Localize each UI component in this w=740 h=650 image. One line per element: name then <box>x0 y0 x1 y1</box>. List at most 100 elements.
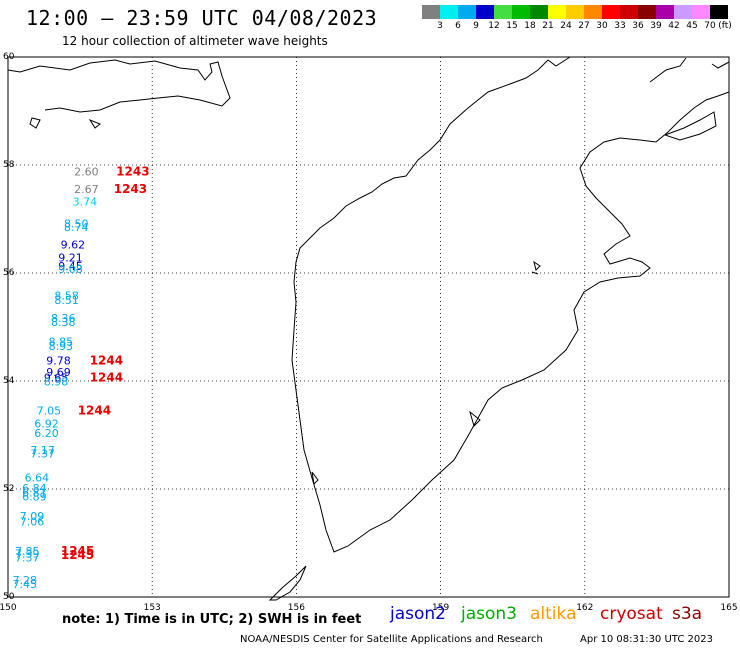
colorbar-tick-label: 42 <box>668 21 680 31</box>
wave-height-value: 7.45 <box>13 578 38 591</box>
wave-height-value: 7.39 <box>15 548 40 561</box>
legend-altika: altika <box>530 604 577 624</box>
colorbar-swatch <box>710 5 728 19</box>
map-subtitle: 12 hour collection of altimeter wave hei… <box>62 34 328 48</box>
pass-number-label: 1243 <box>114 182 147 196</box>
wave-height-value: 7.37 <box>30 448 55 461</box>
colorbar-swatch <box>638 5 656 19</box>
pass-number-label: 1244 <box>90 353 123 367</box>
latitude-label: 52 <box>3 484 14 494</box>
latitude-label: 60 <box>3 52 15 62</box>
colorbar-swatch <box>530 5 548 19</box>
coastline-segment <box>88 118 101 129</box>
wave-height-value: 8.51 <box>54 294 79 307</box>
colorbar-tick-label: 24 <box>560 21 572 31</box>
coastline-segment <box>649 57 687 83</box>
longitude-label: 165 <box>720 603 737 613</box>
colorbar-swatch <box>476 5 494 19</box>
wave-height-value: 8.58 <box>54 289 79 302</box>
wave-height-value: 8.93 <box>49 340 74 353</box>
wave-height-value: 7.05 <box>37 404 62 417</box>
colorbar-tick-label: 12 <box>488 21 500 31</box>
colorbar-swatch <box>512 5 530 19</box>
legend-jason2: jason2 <box>390 604 446 624</box>
wave-height-value: 2.67 <box>74 183 99 196</box>
colorbar-swatch <box>584 5 602 19</box>
coastline-segment <box>711 61 730 69</box>
colorbar-swatch <box>656 5 674 19</box>
wave-height-value: 6.81 <box>22 487 47 500</box>
wave-height-value: 6.92 <box>34 417 59 430</box>
colorbar-swatch <box>458 5 476 19</box>
latitude-label: 56 <box>3 268 15 278</box>
longitude-label: 150 <box>0 603 17 613</box>
longitude-label: 162 <box>576 603 593 613</box>
wave-height-value: 9.21 <box>58 252 83 265</box>
wave-height-value: 9.69 <box>46 366 71 379</box>
coastline-segment <box>469 410 481 427</box>
wave-height-observations: 2.60 2.673.74 8.508.74 9.629.219.459.08 8.58… <box>13 165 99 591</box>
wave-height-value: 9.62 <box>61 239 86 252</box>
colorbar-tick-label: 9 <box>473 21 479 31</box>
coastline-segment <box>268 565 307 601</box>
wave-height-value: 6.89 <box>22 490 47 503</box>
colorbar-swatch <box>422 5 440 19</box>
graticule <box>8 57 729 597</box>
wave-height-value: 8.50 <box>64 218 89 231</box>
wave-height-value: 6.20 <box>34 427 59 440</box>
colorbar-swatch <box>548 5 566 19</box>
wave-height-value: 7.17 <box>30 444 55 457</box>
colorbar-swatch <box>602 5 620 19</box>
wave-height-value: 8.38 <box>51 316 76 329</box>
colorbar-swatch <box>440 5 458 19</box>
wave-height-value: 8.74 <box>64 221 89 234</box>
latitude-label: 58 <box>3 160 15 170</box>
pass-number-label: 1245 <box>61 544 94 558</box>
latitude-label: 54 <box>3 376 15 386</box>
wave-height-value: 6.64 <box>25 471 50 484</box>
coastline-segment <box>29 117 41 129</box>
colorbar-tick-label: 30 <box>596 21 608 31</box>
wave-height-value: 8.85 <box>49 335 74 348</box>
legend-cryosat: cryosat <box>600 604 663 624</box>
legend-s3a: s3a <box>672 604 703 624</box>
pass-number-label: 1244 <box>90 371 123 385</box>
wave-height-value: 7.06 <box>20 516 45 529</box>
coastline-segment <box>663 111 717 141</box>
wave-height-value: 9.65 <box>44 372 69 385</box>
colorbar-tick-label: 6 <box>455 21 461 31</box>
colorbar-tick-label: 15 <box>506 21 518 31</box>
coastline-segment <box>533 260 541 271</box>
colorbar-tick-label: 27 <box>578 21 590 31</box>
map-frame <box>7 56 730 598</box>
wave-height-value: 7.09 <box>20 510 45 523</box>
wave-height-value: 7.28 <box>13 574 38 587</box>
colorbar-swatch <box>494 5 512 19</box>
coastline-segment <box>311 471 319 486</box>
wave-height-value: 7.37 <box>15 551 40 564</box>
legend-jason3: jason3 <box>461 604 517 624</box>
pass-number-label: 1244 <box>78 403 111 417</box>
coastline <box>7 56 730 601</box>
wave-height-value: 9.08 <box>58 263 83 276</box>
colorbar-tick-label: 45 <box>686 21 698 31</box>
wave-height-value: 9.78 <box>46 354 71 367</box>
longitude-label: 156 <box>288 603 305 613</box>
footnote: note: 1) Time is in UTC; 2) SWH is in fe… <box>62 612 362 627</box>
colorbar <box>422 5 728 19</box>
pass-number-label: 1243 <box>116 164 149 178</box>
coastline-segment <box>291 56 730 553</box>
longitude-label: 153 <box>144 603 161 613</box>
wave-height-value: 2.60 <box>74 165 99 178</box>
colorbar-swatch <box>566 5 584 19</box>
pass-number-label: 1245 <box>61 548 94 562</box>
wave-height-value: 8.36 <box>51 312 76 325</box>
colorbar-tick-label: 21 <box>542 21 554 31</box>
wave-height-value: 3.74 <box>73 196 98 209</box>
coastline-segment <box>531 271 539 275</box>
wave-height-value: 6.84 <box>22 482 47 495</box>
coastline-segment <box>7 59 231 113</box>
latitude-label: 50 <box>3 592 15 602</box>
